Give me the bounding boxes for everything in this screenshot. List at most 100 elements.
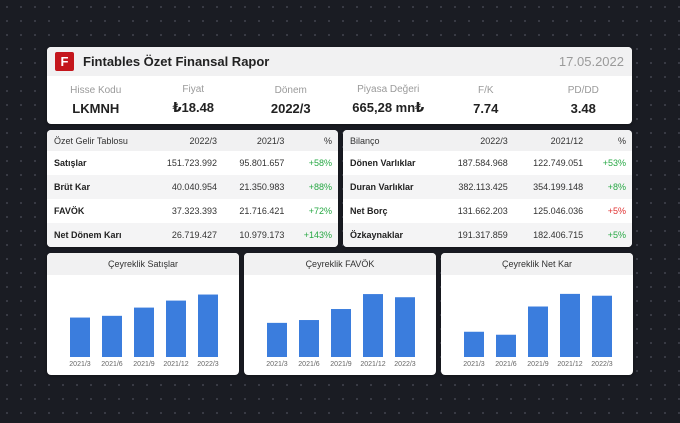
row-value-previous: 354.199.148	[533, 182, 584, 192]
stat-value: 3.48	[570, 100, 596, 116]
table-header-cell: %	[323, 135, 332, 146]
chart-bar	[166, 300, 186, 357]
table-header-row: Özet Gelir Tablosu 2022/3 2021/3 %	[47, 130, 338, 151]
row-change: +88%	[308, 182, 332, 192]
stat-market-cap: Piyasa Değeri 665,28 mn₺	[340, 84, 438, 116]
quarterly-ebitda-chart: 2021/3 2021/6 2021/9 2021/12 2022/3	[266, 294, 416, 368]
row-value-current: 37.323.393	[171, 206, 217, 216]
quarterly-net-profit-chart: 2021/3 2021/6 2021/9 2021/12 2022/3	[463, 293, 613, 368]
row-value-previous: 95.801.657	[239, 158, 285, 168]
balance-sheet-card: Bilanço 2022/3 2021/12 % Dönen Varlıklar…	[343, 130, 632, 247]
x-tick-label: 2021/3	[266, 361, 288, 368]
report-title: Fintables Özet Finansal Rapor	[83, 54, 270, 69]
stat-value: LKMNH	[72, 100, 120, 116]
x-tick-label: 2022/3	[591, 361, 613, 368]
quarterly-sales-chart: 2021/3 2021/6 2021/9 2021/12 2022/3	[69, 294, 219, 368]
table-header-cell: Özet Gelir Tablosu	[54, 135, 128, 146]
income-statement-table: Özet Gelir Tablosu 2022/3 2021/3 % Satış…	[47, 130, 338, 247]
table-header-row: Bilanço 2022/3 2021/12 %	[343, 130, 632, 151]
row-value-previous: 21.350.983	[239, 182, 285, 192]
row-value-previous: 21.716.421	[239, 206, 285, 216]
chart-title: Çeyreklik Net Kar	[441, 253, 633, 275]
row-value-previous: 10.979.173	[239, 230, 285, 240]
table-header-cell: 2021/12	[550, 135, 584, 146]
stat-price: Fiyat ₺18.48	[145, 84, 243, 116]
stat-label: Dönem	[274, 84, 307, 96]
stat-pb-ratio: PD/DD 3.48	[535, 85, 633, 116]
summary-stats: Hisse Kodu LKMNH Fiyat ₺18.48 Dönem 2022…	[47, 76, 632, 124]
chart-bar	[134, 307, 154, 357]
x-tick-label: 2021/3	[463, 361, 485, 368]
x-tick-label: 2022/3	[394, 361, 416, 368]
row-value-current: 187.584.968	[457, 158, 508, 168]
stat-period: Dönem 2022/3	[242, 85, 340, 116]
report-header-card: F Fintables Özet Finansal Rapor 17.05.20…	[47, 47, 632, 124]
stat-value: 7.74	[473, 100, 499, 116]
report-date: 17.05.2022	[558, 54, 624, 69]
row-change: +5%	[607, 206, 626, 216]
row-label: Net Borç	[350, 206, 388, 216]
x-tick-label: 2021/9	[527, 361, 549, 368]
row-label: Net Dönem Karı	[54, 230, 122, 240]
table-row: Brüt Kar 40.040.954 21.350.983 +88%	[47, 175, 338, 199]
chart-bar	[592, 295, 612, 357]
stat-pe-ratio: F/K 7.74	[437, 85, 535, 116]
row-change: +58%	[308, 158, 332, 168]
income-statement-card: Özet Gelir Tablosu 2022/3 2021/3 % Satış…	[47, 130, 338, 247]
table-header-cell: Bilanço	[350, 135, 380, 146]
stat-ticker: Hisse Kodu LKMNH	[47, 85, 145, 116]
row-label: Duran Varlıklar	[350, 182, 414, 192]
chart-bar	[102, 315, 122, 357]
table-header-cell: %	[617, 135, 626, 146]
row-label: Brüt Kar	[54, 182, 91, 192]
table-row: Duran Varlıklar 382.113.425 354.199.148 …	[343, 175, 632, 199]
chart-bar	[464, 331, 484, 357]
row-value-previous: 122.749.051	[533, 158, 584, 168]
x-tick-label: 2021/12	[163, 361, 188, 368]
table-header-cell: 2022/3	[189, 135, 217, 146]
report-header-bar: F Fintables Özet Finansal Rapor 17.05.20…	[47, 47, 632, 76]
table-row: Dönen Varlıklar 187.584.968 122.749.051 …	[343, 151, 632, 175]
chart-bar	[560, 293, 580, 357]
chart-bar	[363, 294, 383, 357]
x-tick-label: 2021/3	[69, 361, 91, 368]
x-tick-label: 2021/6	[298, 361, 320, 368]
row-label: Özkaynaklar	[350, 230, 404, 240]
x-tick-label: 2022/3	[197, 361, 219, 368]
chart-bar	[70, 317, 90, 357]
chart-bar	[267, 322, 287, 357]
stat-value: 2022/3	[270, 100, 311, 116]
row-value-current: 382.113.425	[458, 182, 508, 192]
stat-value: 665,28 mn₺	[352, 100, 425, 115]
quarterly-sales-chart-card: Çeyreklik Satışlar 2021/3 2021/6 2021/9 202…	[47, 253, 239, 375]
chart-title: Çeyreklik Satışlar	[47, 253, 239, 275]
stat-label: Fiyat	[182, 84, 205, 95]
table-row: FAVÖK 37.323.393 21.716.421 +72%	[47, 199, 338, 223]
table-header-cell: 2022/3	[480, 135, 508, 146]
x-tick-label: 2021/9	[133, 361, 155, 368]
stat-label: F/K	[477, 84, 494, 96]
quarterly-ebitda-chart-card: Çeyreklik FAVÖK 2021/3 2021/6 2021/9 2021/1…	[244, 253, 436, 375]
chart-bar	[496, 334, 516, 357]
x-tick-label: 2021/9	[330, 361, 352, 368]
stat-label: Piyasa Değeri	[357, 84, 420, 95]
row-value-previous: 125.046.036	[533, 206, 584, 216]
row-value-current: 131.662.203	[457, 206, 508, 216]
row-value-current: 26.719.427	[171, 230, 217, 240]
x-tick-label: 2021/12	[557, 361, 582, 368]
chart-bar	[395, 297, 415, 357]
row-value-current: 151.723.992	[166, 158, 217, 168]
chart-bar	[299, 320, 319, 357]
table-header-cell: 2021/3	[256, 135, 285, 146]
row-change: +72%	[308, 206, 332, 216]
table-row: Satışlar 151.723.992 95.801.657 +58%	[47, 151, 338, 175]
row-change: +5%	[607, 230, 626, 240]
row-change: +8%	[607, 182, 626, 192]
table-row: Net Borç 131.662.203 125.046.036 +5%	[343, 199, 632, 223]
x-tick-label: 2021/6	[101, 361, 123, 368]
row-value-previous: 182.406.715	[533, 230, 584, 240]
row-change: +143%	[303, 230, 332, 240]
stat-label: Hisse Kodu	[70, 84, 122, 96]
row-change: +53%	[602, 158, 626, 168]
fintables-logo: F	[55, 52, 74, 71]
